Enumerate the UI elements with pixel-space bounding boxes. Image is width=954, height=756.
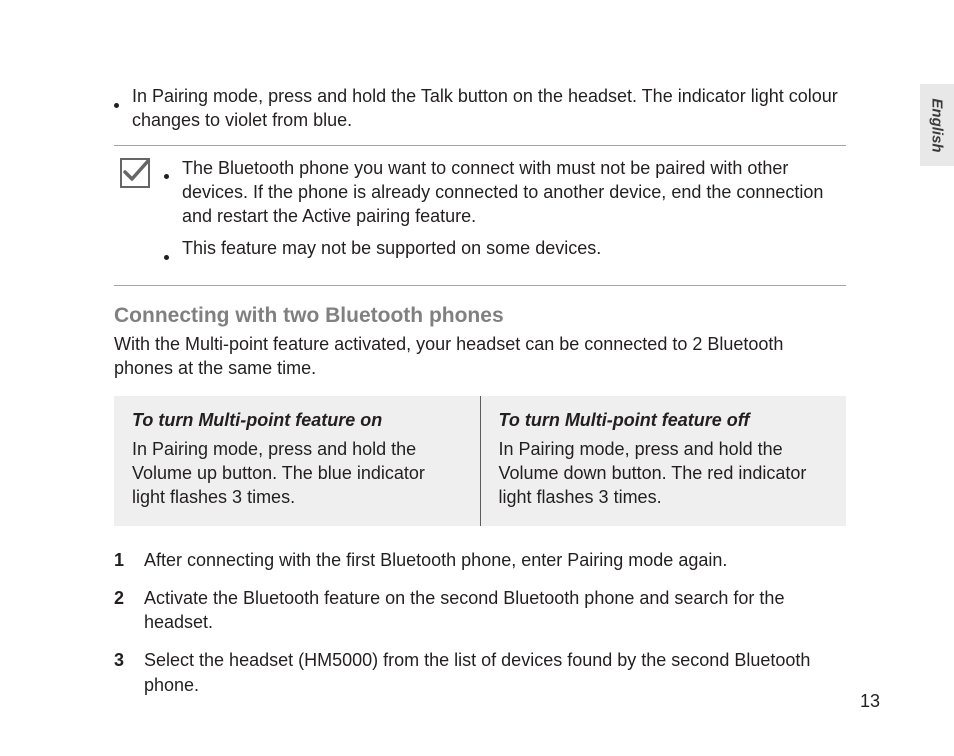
step-item: 2 Activate the Bluetooth feature on the … <box>114 586 846 635</box>
steps-list: 1 After connecting with the first Blueto… <box>114 548 846 697</box>
language-label: English <box>929 98 946 152</box>
step-text: Select the headset (HM5000) from the lis… <box>144 648 846 697</box>
section-intro: With the Multi-point feature activated, … <box>114 332 846 381</box>
bullet-dot-icon <box>114 84 132 133</box>
bullet-dot-icon <box>164 236 182 268</box>
feature-table: To turn Multi-point feature on In Pairin… <box>114 396 846 525</box>
note-items: The Bluetooth phone you want to connect … <box>164 156 840 277</box>
note-item: This feature may not be supported on som… <box>164 236 840 268</box>
checkmark-icon <box>120 158 150 188</box>
note-item-text: The Bluetooth phone you want to connect … <box>182 156 840 229</box>
page-content: In Pairing mode, press and hold the Talk… <box>114 84 846 711</box>
step-item: 3 Select the headset (HM5000) from the l… <box>114 648 846 697</box>
step-text: After connecting with the first Bluetoot… <box>144 548 727 572</box>
step-number: 1 <box>114 548 144 572</box>
intro-bullet: In Pairing mode, press and hold the Talk… <box>114 84 846 133</box>
feature-cell-off: To turn Multi-point feature off In Pairi… <box>480 396 847 525</box>
feature-off-heading: To turn Multi-point feature off <box>499 408 829 432</box>
step-number: 2 <box>114 586 144 635</box>
section-title: Connecting with two Bluetooth phones <box>114 304 846 328</box>
bullet-dot-icon <box>164 156 182 229</box>
intro-bullet-text: In Pairing mode, press and hold the Talk… <box>132 84 846 133</box>
note-item-text: This feature may not be supported on som… <box>182 236 601 268</box>
step-item: 1 After connecting with the first Blueto… <box>114 548 846 572</box>
step-number: 3 <box>114 648 144 697</box>
note-box: The Bluetooth phone you want to connect … <box>114 145 846 286</box>
feature-off-body: In Pairing mode, press and hold the Volu… <box>499 437 829 510</box>
language-tab: English <box>920 84 954 166</box>
step-text: Activate the Bluetooth feature on the se… <box>144 586 846 635</box>
feature-cell-on: To turn Multi-point feature on In Pairin… <box>114 396 480 525</box>
feature-on-heading: To turn Multi-point feature on <box>132 408 462 432</box>
feature-on-body: In Pairing mode, press and hold the Volu… <box>132 437 462 510</box>
note-item: The Bluetooth phone you want to connect … <box>164 156 840 229</box>
page-number: 13 <box>860 691 880 712</box>
note-icon-slot <box>120 156 164 277</box>
